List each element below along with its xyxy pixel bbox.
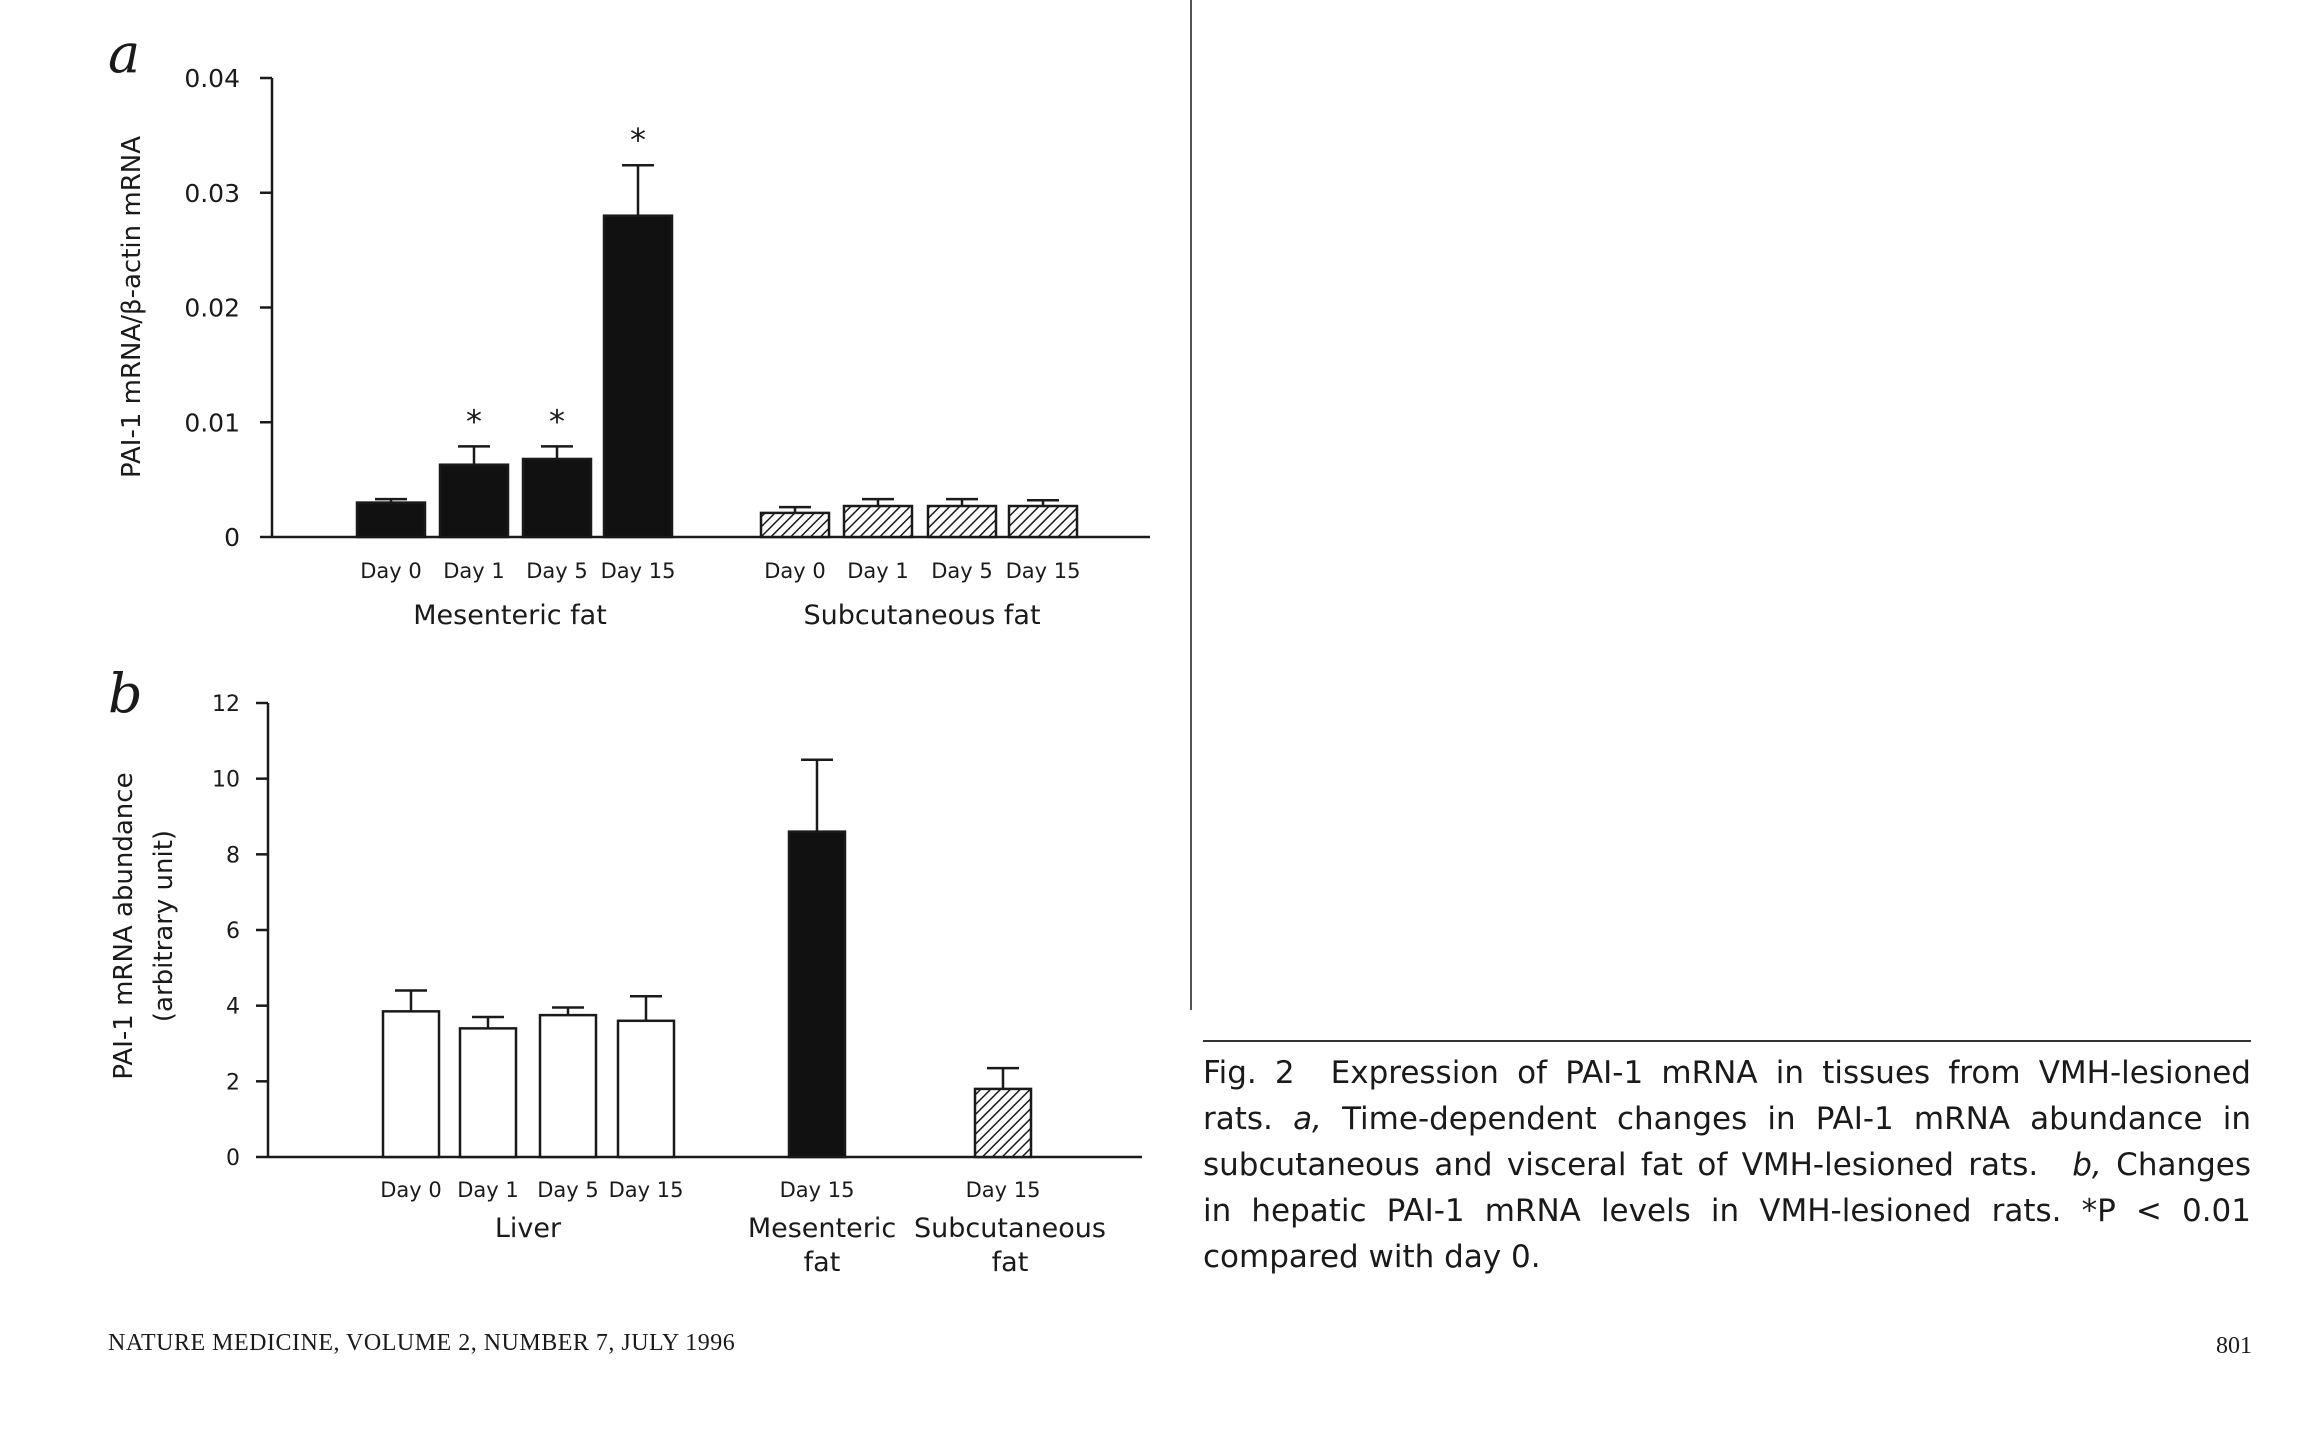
x-tick-label: Day 1 xyxy=(443,559,505,583)
x-tick-label: Day 1 xyxy=(847,559,909,583)
x-tick-label: Day 15 xyxy=(609,1178,684,1202)
bar xyxy=(787,830,847,1159)
x-tick-label: Day 15 xyxy=(780,1178,855,1202)
group-label-line2: fat xyxy=(992,1247,1029,1278)
x-tick-label: Day 1 xyxy=(457,1178,519,1202)
y-tick-label: 4 xyxy=(226,995,240,1020)
caption-a-letter: a, xyxy=(1293,1101,1322,1137)
y-tick-label: 2 xyxy=(226,1070,240,1095)
y-tick-label: 0.01 xyxy=(184,408,240,437)
bar xyxy=(1007,504,1079,539)
column-divider xyxy=(1190,0,1192,1010)
bar xyxy=(355,501,427,539)
figure-2-charts: a 0 0.01 0.02 0.03 0.04 PAI-1 mRNA/β-actin mRN… xyxy=(108,22,1150,1278)
bar xyxy=(973,1087,1033,1159)
x-tick-label: Day 0 xyxy=(764,559,826,583)
y-tick-label: 8 xyxy=(226,843,240,868)
y-axis-label-unit: (arbitrary unit) xyxy=(149,830,179,1022)
y-tick-label: 0 xyxy=(224,523,240,552)
caption-a-text: Time-dependent changes in PAI-1 mRNA abu… xyxy=(1203,1101,2251,1183)
x-tick-label: Day 15 xyxy=(1006,559,1081,583)
bar xyxy=(842,504,914,539)
y-axis-label: PAI-1 mRNA abundance xyxy=(109,772,139,1079)
caption-rule xyxy=(1203,1040,2251,1042)
panel-a-chart: a 0 0.01 0.02 0.03 0.04 PAI-1 mRNA/β-actin mRN… xyxy=(108,22,1150,631)
y-tick-label: 0.03 xyxy=(184,179,240,208)
panel-letter: b xyxy=(108,662,143,725)
bar xyxy=(521,457,593,539)
x-tick-label: Day 5 xyxy=(931,559,993,583)
bar xyxy=(926,504,998,539)
bar xyxy=(616,1019,676,1159)
bar xyxy=(538,1013,598,1159)
group-label: Mesenteric fat xyxy=(413,600,607,631)
significance-marker: * xyxy=(630,121,646,159)
bar xyxy=(759,511,831,539)
bar xyxy=(458,1027,518,1159)
caption-fig-label: Fig. 2 xyxy=(1203,1055,1295,1091)
x-tick-label: Day 5 xyxy=(526,559,588,583)
group-label: Mesenteric xyxy=(748,1213,896,1244)
group-label: Subcutaneous fat xyxy=(803,600,1040,631)
bar xyxy=(438,463,510,539)
group-label-line2: fat xyxy=(804,1247,841,1278)
x-tick-label: Day 15 xyxy=(601,559,676,583)
significance-marker: * xyxy=(549,402,565,440)
x-tick-label: Day 5 xyxy=(537,1178,599,1202)
y-tick-label: 6 xyxy=(226,919,240,944)
page-number: 801 xyxy=(2216,1333,2252,1359)
panel-letter: a xyxy=(108,22,140,85)
journal-footer: NATURE MEDICINE, VOLUME 2, NUMBER 7, JUL… xyxy=(108,1330,736,1356)
x-tick-label: Day 0 xyxy=(360,559,422,583)
caption-b-text: Changes in hepatic PAI-1 mRNA levels in … xyxy=(1203,1147,2252,1275)
y-tick-label: 10 xyxy=(212,768,240,793)
y-axis-label: PAI-1 mRNA/β-actin mRNA xyxy=(117,136,147,478)
x-tick-label: Day 15 xyxy=(966,1178,1041,1202)
y-tick-label: 12 xyxy=(212,692,240,717)
bar xyxy=(381,1010,441,1159)
y-tick-label: 0 xyxy=(226,1146,240,1171)
x-tick-label: Day 0 xyxy=(380,1178,442,1202)
figure-caption: Fig. 2 Expression of PAI-1 mRNA in tissue… xyxy=(1203,1050,2251,1280)
y-tick-label: 0.04 xyxy=(184,64,240,93)
caption-b-letter: b, xyxy=(2072,1147,2102,1183)
panel-b-chart: b 0 2 4 6 8 10 12 PAI-1 mRNA abundance (arbitrary… xyxy=(108,662,1142,1278)
caption-title: Expression of PAI-1 mRNA in tissues from… xyxy=(1203,1055,2251,1137)
group-label: Liver xyxy=(495,1213,562,1244)
y-tick-label: 0.02 xyxy=(184,294,240,323)
bar xyxy=(602,214,674,539)
significance-marker: * xyxy=(466,402,482,440)
group-label: Subcutaneous xyxy=(914,1213,1106,1244)
